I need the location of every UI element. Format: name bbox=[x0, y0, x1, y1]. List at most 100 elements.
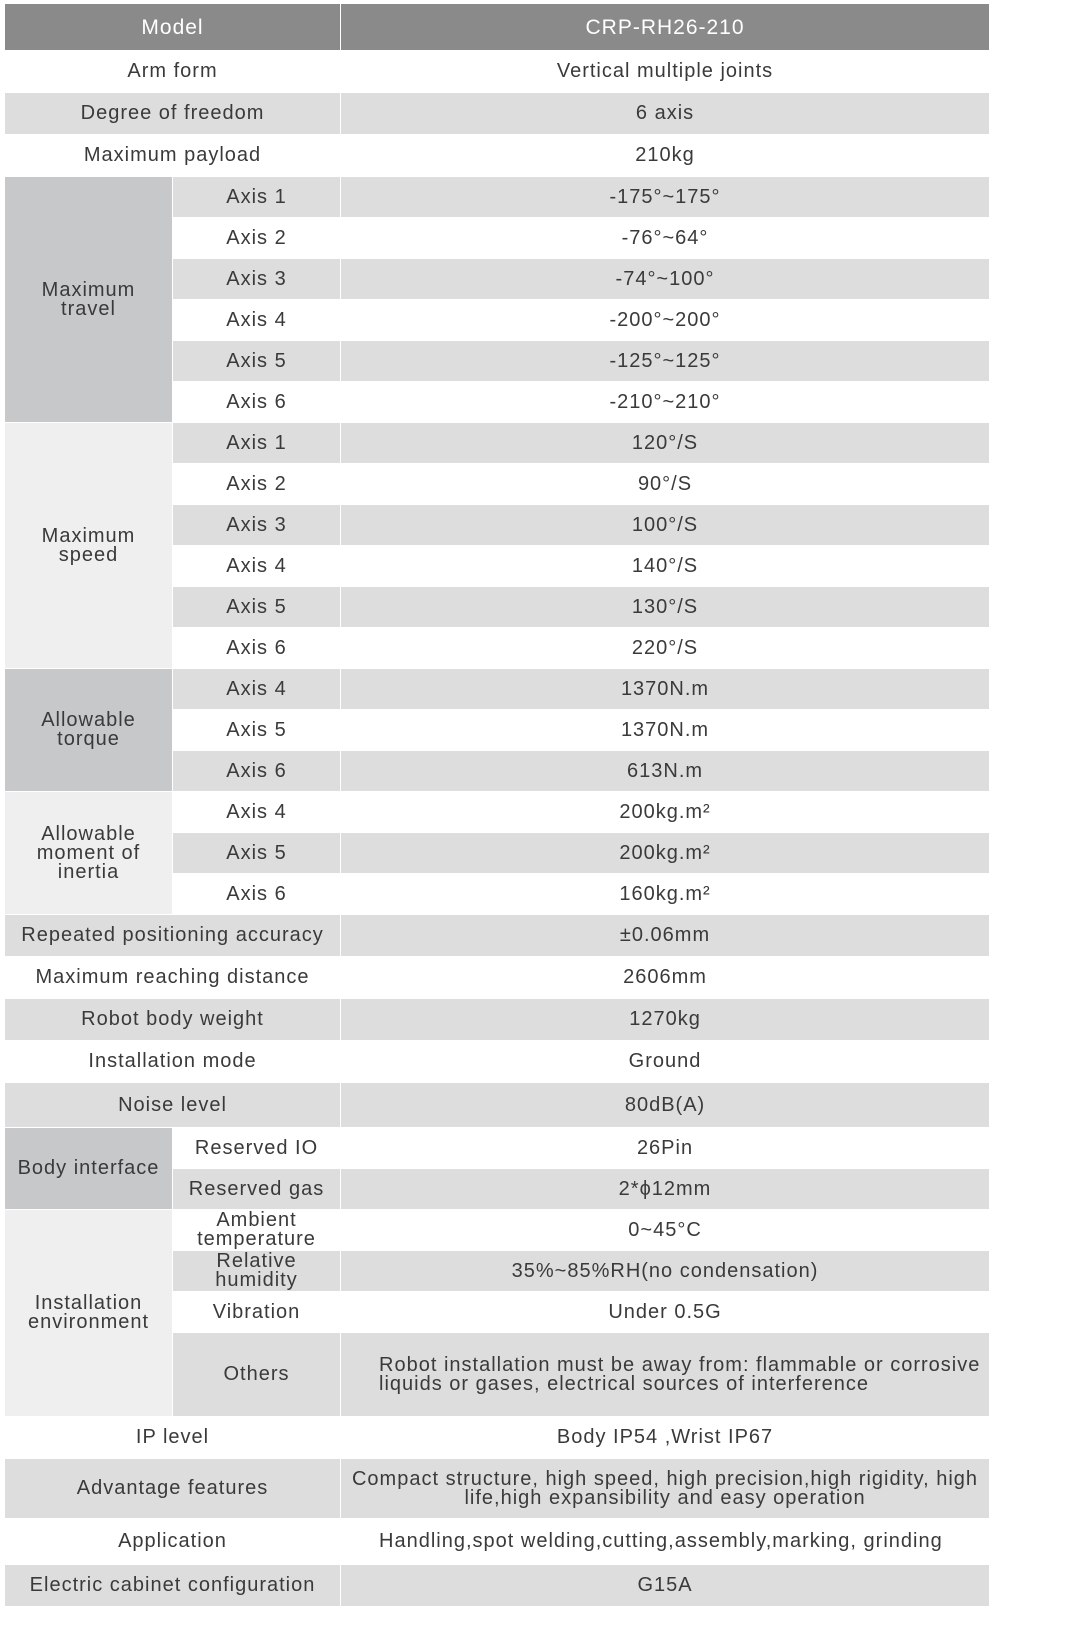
spec-value: 1270kg bbox=[340, 998, 991, 1041]
spec-value: G15A bbox=[340, 1564, 991, 1607]
spec-label: Arm form bbox=[3, 50, 342, 93]
spec-sublabel: Axis 5 bbox=[171, 832, 342, 874]
spec-row-application: Application Handling,spot welding,cutting… bbox=[3, 1518, 991, 1565]
group-label-maximum-travel: Maximum travel bbox=[4, 176, 173, 423]
spec-value: 2*ϕ12mm bbox=[340, 1168, 991, 1210]
spec-sublabel: Axis 4 bbox=[171, 668, 342, 710]
spec-row-maximum-travel-axis-5: Axis 5 -125°~125° bbox=[5, 340, 991, 382]
spec-label: Advantage features bbox=[3, 1458, 342, 1519]
spec-value: 26Pin bbox=[340, 1127, 991, 1169]
spec-value: Handling,spot welding,cutting,assembly,m… bbox=[340, 1518, 991, 1565]
header-label: Model bbox=[3, 3, 342, 51]
spec-value: Robot installation must be away from: fl… bbox=[340, 1332, 991, 1417]
spec-value: 100°/S bbox=[340, 504, 991, 546]
spec-value: 0~45°C bbox=[340, 1209, 991, 1251]
spec-label: Installation mode bbox=[3, 1040, 342, 1083]
spec-row-allowable-torque-axis-6: Axis 6 613N.m bbox=[5, 750, 991, 792]
header-row: Model CRP-RH26-210 bbox=[3, 3, 991, 51]
spec-value: 90°/S bbox=[340, 463, 991, 505]
spec-value: 200kg.m² bbox=[340, 791, 991, 833]
spec-table: Model CRP-RH26-210 Arm form Vertical mult… bbox=[3, 3, 991, 1607]
spec-sublabel: Axis 3 bbox=[171, 504, 342, 546]
spec-row-allowable-torque-axis-5: Axis 5 1370N.m bbox=[5, 709, 991, 751]
spec-sublabel: Axis 1 bbox=[171, 176, 342, 218]
spec-row-installation-mode: Installation mode Ground bbox=[3, 1040, 991, 1083]
spec-row-maximum-speed-axis-1: Maximum speed Axis 1 120°/S bbox=[4, 422, 991, 669]
spec-row-body-interface-reserved-gas: Reserved gas 2*ϕ12mm bbox=[5, 1168, 991, 1210]
spec-row-maximum-travel-axis-3: Axis 3 -74°~100° bbox=[5, 258, 991, 300]
spec-row-electric-cabinet-configuration: Electric cabinet configuration G15A bbox=[3, 1564, 991, 1607]
spec-label: Repeated positioning accuracy bbox=[3, 914, 342, 957]
spec-value: Under 0.5G bbox=[340, 1291, 991, 1333]
spec-sublabel: Axis 5 bbox=[171, 709, 342, 751]
spec-row-maximum-reaching-distance: Maximum reaching distance 2606mm bbox=[3, 956, 991, 999]
spec-value: -76°~64° bbox=[340, 217, 991, 259]
spec-value: 120°/S bbox=[340, 422, 991, 464]
spec-row-body-interface-reserved-io: Body interface Reserved IO 26Pin bbox=[4, 1127, 991, 1210]
group-label-maximum-speed: Maximum speed bbox=[4, 422, 173, 669]
spec-sublabel: Axis 3 bbox=[171, 258, 342, 300]
spec-value: -200°~200° bbox=[340, 299, 991, 341]
spec-sublabel: Axis 6 bbox=[171, 750, 342, 792]
header-model: CRP-RH26-210 bbox=[340, 3, 991, 51]
spec-sublabel: Others bbox=[171, 1332, 342, 1417]
spec-row-installation-environment-ambient-temperature: Installation environment Ambient temperat… bbox=[4, 1209, 991, 1417]
spec-value: 130°/S bbox=[340, 586, 991, 628]
spec-label: Maximum payload bbox=[3, 134, 342, 177]
spec-value: Compact structure, high speed, high prec… bbox=[340, 1458, 991, 1519]
spec-row-maximum-travel-axis-2: Axis 2 -76°~64° bbox=[5, 217, 991, 259]
spec-row-degree-of-freedom: Degree of freedom 6 axis bbox=[3, 92, 991, 135]
spec-value: -125°~125° bbox=[340, 340, 991, 382]
spec-value: 220°/S bbox=[340, 627, 991, 669]
spec-sublabel: Axis 1 bbox=[171, 422, 342, 464]
spec-value: Vertical multiple joints bbox=[340, 50, 991, 93]
spec-row-robot-body-weight: Robot body weight 1270kg bbox=[3, 998, 991, 1041]
spec-row-arm-form: Arm form Vertical multiple joints bbox=[3, 50, 991, 93]
spec-sublabel: Relative humidity bbox=[171, 1250, 342, 1292]
spec-value: 1370N.m bbox=[340, 709, 991, 751]
spec-value: Ground bbox=[340, 1040, 991, 1083]
spec-sublabel: Axis 5 bbox=[171, 340, 342, 382]
spec-value: -74°~100° bbox=[340, 258, 991, 300]
spec-row-installation-environment-vibration: Vibration Under 0.5G bbox=[5, 1291, 991, 1333]
spec-value: 210kg bbox=[340, 134, 991, 177]
spec-sublabel: Reserved IO bbox=[171, 1127, 342, 1169]
spec-label: Electric cabinet configuration bbox=[3, 1564, 342, 1607]
spec-value: 1370N.m bbox=[340, 668, 991, 710]
spec-row-maximum-speed-axis-6: Axis 6 220°/S bbox=[5, 627, 991, 669]
spec-row-advantage-features: Advantage features Compact structure, hig… bbox=[3, 1458, 991, 1519]
group-label-installation-environment: Installation environment bbox=[4, 1209, 173, 1417]
spec-value: 160kg.m² bbox=[340, 873, 991, 915]
spec-sublabel: Axis 4 bbox=[171, 545, 342, 587]
spec-sublabel: Axis 4 bbox=[171, 791, 342, 833]
spec-sublabel: Axis 2 bbox=[171, 463, 342, 505]
spec-row-maximum-travel-axis-1: Maximum travel Axis 1 -175°~175° bbox=[4, 176, 991, 423]
spec-row-maximum-travel-axis-4: Axis 4 -200°~200° bbox=[5, 299, 991, 341]
spec-sublabel: Vibration bbox=[171, 1291, 342, 1333]
spec-label: Robot body weight bbox=[3, 998, 342, 1041]
spec-sublabel: Axis 4 bbox=[171, 299, 342, 341]
spec-value: 200kg.m² bbox=[340, 832, 991, 874]
spec-row-maximum-speed-axis-2: Axis 2 90°/S bbox=[5, 463, 991, 505]
spec-label: Degree of freedom bbox=[3, 92, 342, 135]
group-label-allowable-torque: Allowable torque bbox=[4, 668, 173, 792]
spec-row-ip-level: IP level Body IP54 ,Wrist IP67 bbox=[3, 1416, 991, 1459]
spec-value: -175°~175° bbox=[340, 176, 991, 218]
spec-row-installation-environment-others: Others Robot installation must be away fr… bbox=[5, 1332, 991, 1417]
spec-row-allowable-moment-of-inertia-axis-4: Allowable moment of inertia Axis 4 200kg.m… bbox=[4, 791, 991, 915]
spec-row-noise-level: Noise level 80dB(A) bbox=[3, 1082, 991, 1128]
spec-label: IP level bbox=[3, 1416, 342, 1459]
spec-value: 35%~85%RH(no condensation) bbox=[340, 1250, 991, 1292]
group-label-allowable-moment-of-inertia: Allowable moment of inertia bbox=[4, 791, 173, 915]
spec-sublabel: Axis 5 bbox=[171, 586, 342, 628]
spec-row-allowable-moment-of-inertia-axis-5: Axis 5 200kg.m² bbox=[5, 832, 991, 874]
spec-value: 2606mm bbox=[340, 956, 991, 999]
spec-row-maximum-speed-axis-5: Axis 5 130°/S bbox=[5, 586, 991, 628]
spec-label: Application bbox=[3, 1518, 342, 1565]
spec-value: Body IP54 ,Wrist IP67 bbox=[340, 1416, 991, 1459]
spec-sublabel: Ambient temperature bbox=[171, 1209, 342, 1251]
spec-sublabel: Axis 6 bbox=[171, 873, 342, 915]
spec-label: Maximum reaching distance bbox=[3, 956, 342, 999]
spec-row-maximum-speed-axis-4: Axis 4 140°/S bbox=[5, 545, 991, 587]
spec-row-installation-environment-relative-humidity: Relative humidity 35%~85%RH(no condensati… bbox=[5, 1250, 991, 1292]
